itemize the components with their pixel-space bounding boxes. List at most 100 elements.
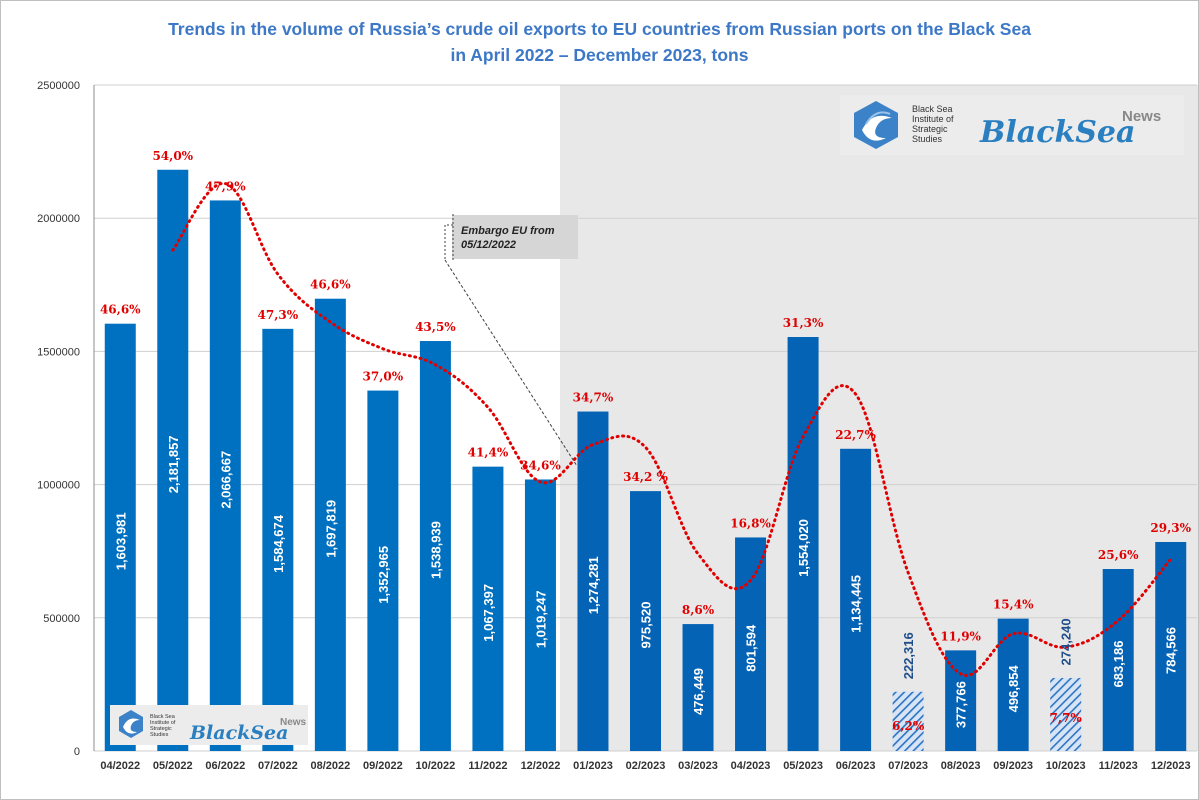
percent-label: 43,5% bbox=[415, 320, 456, 334]
value-label: 784,566 bbox=[1164, 627, 1179, 674]
logo-top-brand: BlackSea bbox=[979, 115, 1135, 150]
y-tick-label: 2000000 bbox=[37, 213, 80, 225]
percent-label: 46,6% bbox=[310, 278, 351, 292]
x-tick-label: 12/2022 bbox=[521, 760, 561, 772]
x-tick-label: 05/2023 bbox=[783, 760, 823, 772]
annotation-box bbox=[452, 215, 578, 259]
bar bbox=[892, 691, 924, 751]
value-label: 1,134,445 bbox=[849, 575, 864, 633]
percent-label: 47,3% bbox=[258, 308, 299, 322]
percent-label: 25,6% bbox=[1098, 548, 1139, 562]
y-tick-label: 0 bbox=[74, 746, 80, 758]
y-tick-label: 1000000 bbox=[37, 480, 80, 492]
bar bbox=[524, 479, 556, 751]
bar bbox=[472, 466, 504, 751]
logo-bottom-org-line3: Strategic bbox=[150, 726, 172, 732]
value-label: 975,520 bbox=[639, 602, 654, 649]
percent-label: 22,7% bbox=[835, 428, 876, 442]
value-labels: 1,603,981 2,181,857 2,066,667 1,584,674 1,69… bbox=[113, 435, 1178, 728]
annotation-pointer bbox=[444, 259, 578, 467]
bar bbox=[367, 390, 399, 751]
x-tick-label: 08/2023 bbox=[941, 760, 981, 772]
annotation-line2: 05/12/2022 bbox=[461, 239, 516, 251]
trend-line-path bbox=[171, 182, 1173, 677]
x-tick-label: 07/2023 bbox=[888, 760, 928, 772]
percent-label: 47,9% bbox=[205, 179, 246, 193]
value-label: 2,066,667 bbox=[218, 451, 233, 509]
value-label: 476,449 bbox=[691, 668, 706, 715]
logo-bottom-org-line1: Black Sea bbox=[150, 714, 176, 720]
value-label: 1,352,965 bbox=[376, 546, 391, 604]
bar bbox=[735, 537, 767, 751]
bars bbox=[104, 169, 1187, 751]
value-label: 1,067,397 bbox=[481, 584, 496, 642]
bar bbox=[840, 448, 872, 751]
value-label: 2,181,857 bbox=[166, 435, 181, 493]
bar bbox=[1155, 541, 1187, 751]
x-tick-label: 09/2022 bbox=[363, 760, 403, 772]
percent-label: 34,6% bbox=[520, 458, 561, 472]
logo-bottom-org-line2: Institute of bbox=[150, 720, 176, 726]
percent-label: 16,8% bbox=[730, 516, 771, 530]
bar bbox=[262, 328, 294, 751]
y-tick-label: 1500000 bbox=[37, 346, 80, 358]
percent-label: 46,6% bbox=[100, 303, 141, 317]
chart-title-line1: Trends in the volume of Russia’s crude o… bbox=[168, 19, 1031, 39]
value-label: 222,316 bbox=[901, 632, 916, 679]
logo-top-org-line4: Studies bbox=[912, 134, 943, 144]
x-tick-label: 09/2023 bbox=[993, 760, 1033, 772]
logo-top-right: Black Sea Institute of Strategic Studies… bbox=[840, 95, 1184, 155]
x-tick-label: 04/2022 bbox=[100, 760, 140, 772]
value-label: 1,538,939 bbox=[428, 521, 443, 579]
y-axis: 0 500000 1000000 1500000 2000000 2500000 bbox=[37, 80, 95, 758]
bar bbox=[945, 650, 977, 751]
bar bbox=[157, 169, 189, 751]
bar bbox=[419, 341, 451, 751]
value-label: 1,603,981 bbox=[113, 512, 128, 570]
x-tick-label: 02/2023 bbox=[626, 760, 666, 772]
logo-bottom-org-line4: Studies bbox=[150, 732, 169, 738]
percent-label: 54,0% bbox=[152, 149, 193, 163]
x-tick-label: 08/2022 bbox=[310, 760, 350, 772]
x-tick-label: 12/2023 bbox=[1151, 760, 1191, 772]
percent-labels: 46,6% 54,0% 47,9% 47,3% 46,6% 37,0% 43,5% 41,4%… bbox=[100, 149, 1192, 733]
x-tick-label: 10/2022 bbox=[416, 760, 456, 772]
chart-title: Trends in the volume of Russia’s crude o… bbox=[0, 16, 1199, 68]
percent-label: 7,7% bbox=[1050, 711, 1083, 725]
value-label: 1,274,281 bbox=[586, 556, 601, 614]
value-label: 496,854 bbox=[1006, 665, 1021, 713]
x-tick-label: 05/2022 bbox=[153, 760, 193, 772]
percent-label: 41,4% bbox=[468, 446, 509, 460]
annotation-line1: Embargo EU from bbox=[461, 225, 555, 237]
bar bbox=[787, 337, 819, 751]
value-label: 1,019,247 bbox=[533, 590, 548, 648]
bar bbox=[104, 323, 136, 751]
logo-top-brand-sup: News bbox=[1122, 108, 1161, 125]
logo-top-org-line1: Black Sea bbox=[912, 104, 953, 114]
value-label: 683,186 bbox=[1111, 640, 1126, 687]
trend-line bbox=[171, 182, 1173, 677]
value-label: 377,766 bbox=[954, 681, 969, 728]
y-tick-label: 500000 bbox=[43, 613, 80, 625]
x-axis-labels: 04/2022 05/2022 06/2022 07/2022 08/2022 09/20… bbox=[100, 760, 1190, 772]
x-tick-label: 06/2023 bbox=[836, 760, 876, 772]
x-tick-label: 11/2023 bbox=[1099, 760, 1138, 772]
bar bbox=[1102, 568, 1134, 751]
logo-top-org-line3: Strategic bbox=[912, 124, 948, 134]
x-tick-label: 04/2023 bbox=[731, 760, 771, 772]
x-tick-label: 03/2023 bbox=[678, 760, 718, 772]
value-label: 274,240 bbox=[1059, 618, 1074, 665]
percent-label: 6,2% bbox=[892, 719, 925, 733]
x-tick-label: 07/2022 bbox=[258, 760, 298, 772]
percent-label: 15,4% bbox=[993, 598, 1034, 612]
bar bbox=[630, 491, 661, 751]
x-tick-label: 06/2022 bbox=[205, 760, 245, 772]
value-label: 1,584,674 bbox=[271, 514, 286, 573]
annotation-bracket bbox=[444, 214, 454, 260]
percent-label: 11,9% bbox=[940, 629, 981, 643]
percent-label: 29,3% bbox=[1150, 521, 1191, 535]
percent-label: 34,2 % bbox=[623, 470, 668, 484]
logo-bottom-left: Black Sea Institute of Strategic Studies… bbox=[110, 705, 308, 745]
percent-label: 37,0% bbox=[363, 370, 404, 384]
logo-top-emblem-icon bbox=[854, 101, 898, 149]
